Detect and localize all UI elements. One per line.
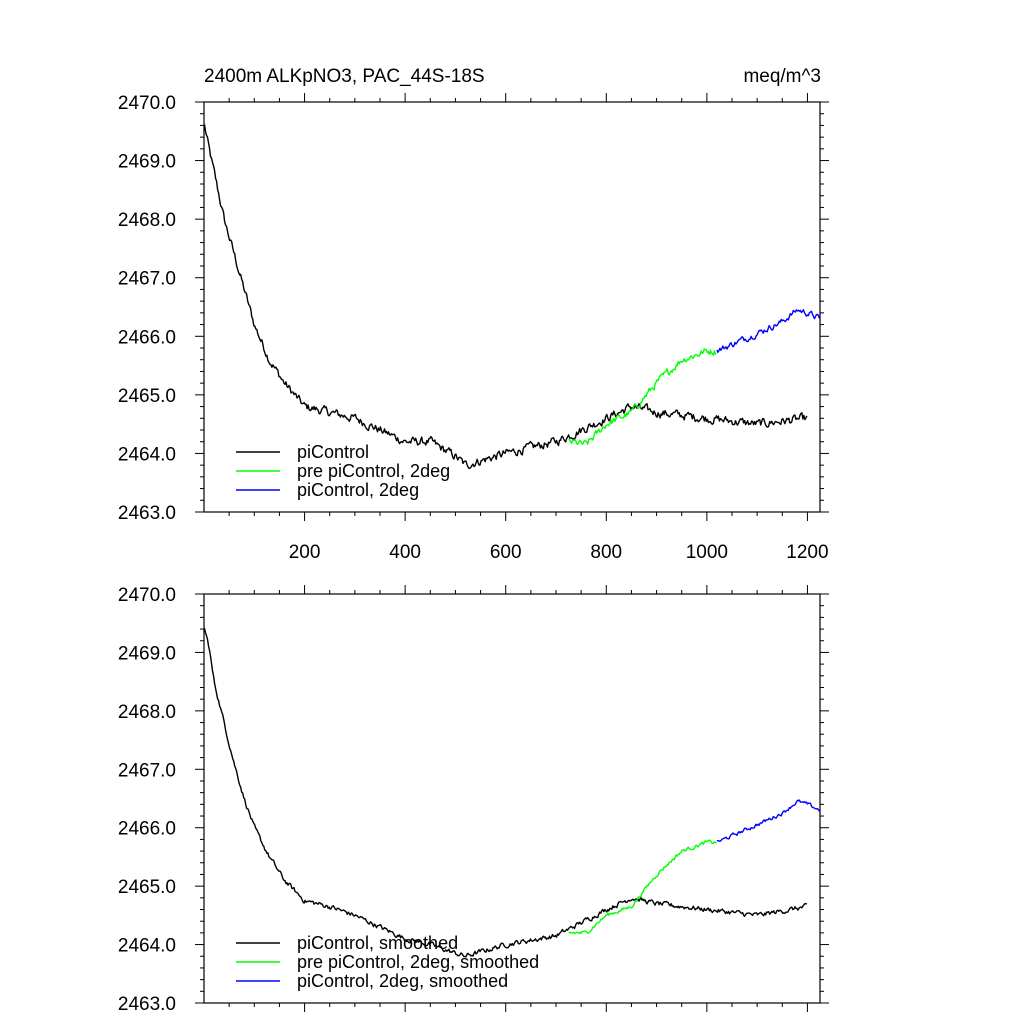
series-line-3 — [716, 309, 821, 353]
y-tick-label: 2466.0 — [118, 819, 176, 840]
y-tick-label: 2470.0 — [118, 93, 176, 114]
top-panel: 2463.0 2464.0 2465.0 2466.0 2467.0 2468.0 2469… — [118, 93, 829, 563]
y-tick-label: 2463.0 — [118, 503, 176, 524]
y-tick-label: 2468.0 — [118, 702, 176, 723]
y-tick-label: 2463.0 — [118, 994, 176, 1015]
legend-label: pre piControl, 2deg — [297, 461, 450, 481]
legend-label: piControl, smoothed — [297, 933, 458, 953]
y-tick-label: 2470.0 — [118, 585, 176, 606]
x-tick-label: 800 — [590, 542, 622, 563]
plot-frame — [203, 593, 821, 1004]
bottom-panel: 2463.0 2464.0 2465.0 2466.0 2467.0 2468.0 2469… — [118, 585, 829, 1015]
legend-label: piControl, 2deg — [297, 480, 419, 500]
x-tick-label: 1000 — [686, 542, 728, 563]
legend-label: piControl — [297, 442, 369, 462]
x-tick-label: 400 — [389, 542, 421, 563]
legend-label: piControl, 2deg, smoothed — [297, 971, 508, 991]
y-tick-label: 2464.0 — [118, 936, 176, 957]
series-line-3 — [716, 799, 821, 842]
x-tick-label: 1200 — [786, 542, 828, 563]
y-tick-label: 2467.0 — [118, 760, 176, 781]
series-line-1 — [203, 628, 808, 958]
legend-label: pre piControl, 2deg, smoothed — [297, 952, 539, 972]
y-tick-label: 2469.0 — [118, 643, 176, 664]
series-line-2 — [568, 348, 717, 446]
series-line-1 — [203, 124, 808, 470]
x-tick-label: 600 — [490, 542, 522, 563]
y-tick-label: 2465.0 — [118, 877, 176, 898]
x-tick-label: 200 — [289, 542, 321, 563]
y-tick-label: 2467.0 — [118, 269, 176, 290]
y-tick-label: 2464.0 — [118, 444, 176, 465]
series-line-2 — [568, 839, 717, 935]
plot-frame — [203, 101, 821, 513]
chart-title-left: 2400m ALKpNO3, PAC_44S-18S — [204, 66, 485, 87]
y-tick-label: 2468.0 — [118, 210, 176, 231]
y-tick-label: 2465.0 — [118, 386, 176, 407]
y-tick-label: 2469.0 — [118, 152, 176, 173]
chart-title-right: meq/m^3 — [743, 66, 821, 87]
y-tick-label: 2466.0 — [118, 327, 176, 348]
